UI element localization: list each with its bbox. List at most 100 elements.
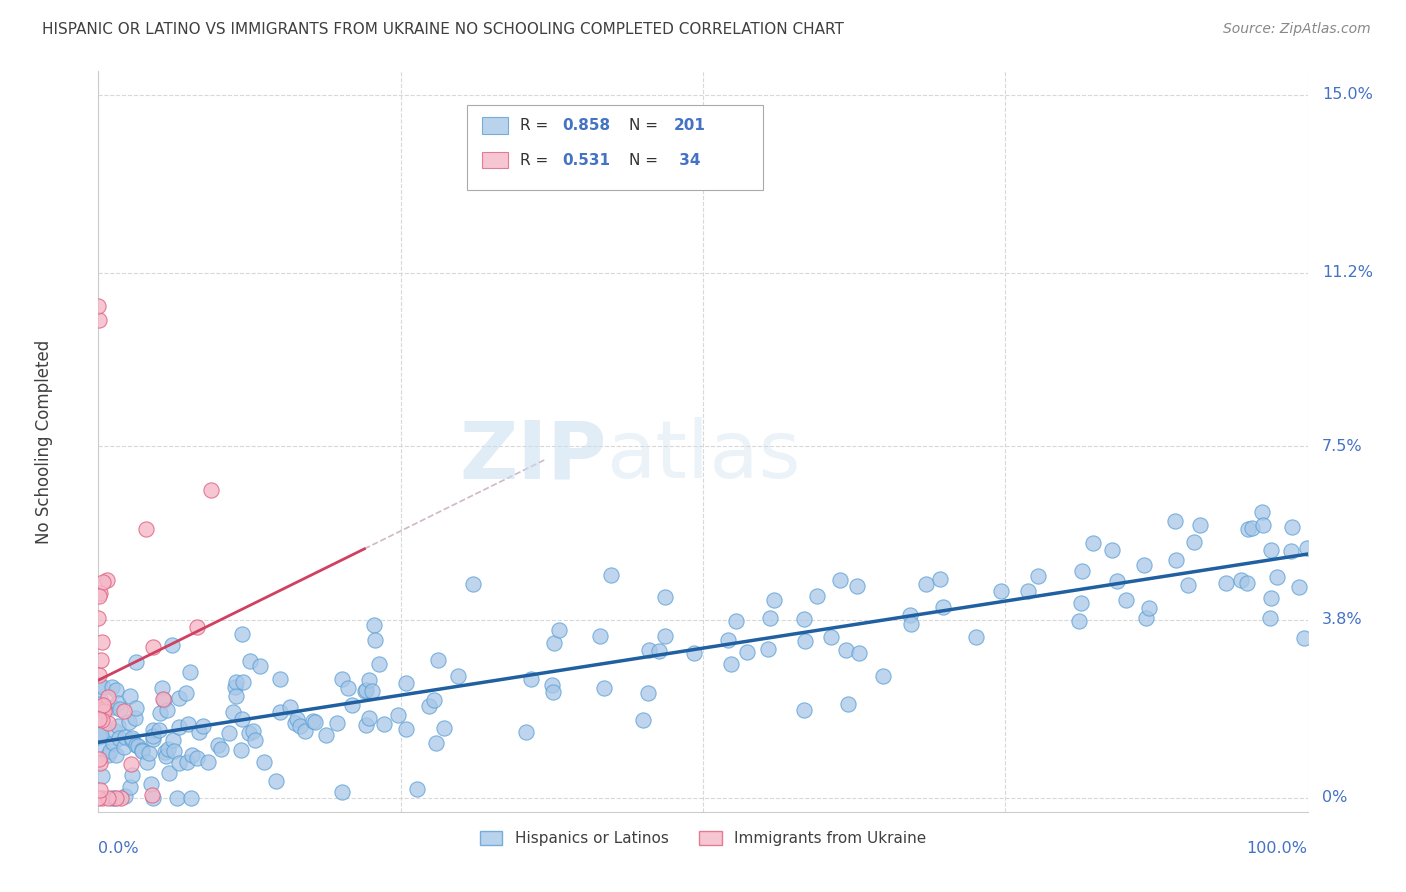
Point (515, 725, 537, 739)
Point (433, 721, 456, 735)
Point (363, 618, 385, 632)
Point (89, 782, 111, 797)
Point (207, 739, 229, 753)
Point (97, 747, 120, 762)
Point (91, 575, 114, 590)
Text: R =: R = (520, 118, 554, 133)
Text: 100.0%: 100.0% (1247, 841, 1308, 856)
Point (152, 692, 174, 706)
Point (654, 629, 676, 643)
Point (315, 728, 337, 742)
Point (89, 586, 111, 600)
Point (155, 702, 177, 716)
Point (368, 657, 391, 672)
Point (180, 790, 202, 805)
Point (294, 724, 316, 739)
Point (1115, 592, 1137, 607)
Point (1260, 611, 1282, 625)
Text: Source: ZipAtlas.com: Source: ZipAtlas.com (1223, 22, 1371, 37)
Point (121, 731, 143, 746)
Point (142, 790, 165, 805)
Point (353, 684, 375, 698)
Point (148, 723, 170, 737)
Point (762, 592, 785, 607)
Point (218, 726, 240, 740)
Point (278, 699, 301, 714)
Point (1265, 570, 1288, 584)
Point (461, 577, 484, 591)
Point (1250, 505, 1272, 519)
Point (224, 680, 246, 694)
Point (87, 730, 110, 744)
Point (97, 715, 120, 730)
Point (637, 686, 659, 700)
Point (900, 607, 922, 622)
Point (107, 696, 129, 710)
Point (90, 727, 112, 741)
Point (835, 642, 858, 657)
Text: R =: R = (520, 153, 554, 168)
Bar (482, 152, 509, 169)
Point (103, 724, 125, 739)
Point (93, 704, 115, 718)
Point (1292, 631, 1315, 645)
Point (141, 788, 163, 802)
Point (120, 689, 142, 703)
Point (302, 714, 325, 729)
Point (1288, 580, 1310, 594)
Point (114, 730, 136, 744)
Point (186, 750, 208, 764)
Point (1105, 574, 1128, 588)
Text: 3.8%: 3.8% (1322, 612, 1362, 627)
Point (340, 698, 363, 712)
Point (1067, 614, 1090, 628)
Point (304, 714, 326, 729)
Point (209, 742, 232, 756)
Point (90, 713, 112, 727)
Point (87, 589, 110, 603)
Point (162, 733, 184, 747)
Point (87, 678, 110, 692)
Point (915, 576, 938, 591)
Point (285, 712, 308, 726)
Point (93, 698, 115, 713)
Point (150, 681, 173, 695)
Point (120, 756, 142, 771)
Point (105, 683, 128, 698)
Point (142, 729, 165, 743)
Point (98, 744, 121, 758)
Point (720, 657, 742, 672)
Point (114, 789, 136, 803)
Point (354, 682, 377, 697)
Point (252, 755, 274, 769)
Point (239, 654, 262, 668)
Point (155, 749, 177, 764)
Point (269, 705, 291, 719)
Point (101, 680, 124, 694)
Point (107, 719, 129, 733)
Point (104, 748, 127, 763)
Point (142, 640, 165, 654)
Point (160, 638, 183, 652)
Point (91, 769, 114, 783)
Point (87, 752, 110, 766)
Point (735, 645, 758, 659)
Point (990, 584, 1012, 599)
Point (96, 574, 118, 588)
Point (1133, 558, 1156, 573)
Point (1182, 535, 1205, 549)
Point (131, 744, 153, 758)
Point (793, 703, 815, 717)
Point (87, 299, 110, 313)
Text: ZIP: ZIP (458, 417, 606, 495)
Point (631, 713, 654, 727)
Point (167, 720, 190, 734)
Point (540, 678, 562, 692)
Point (1236, 576, 1258, 591)
Point (1215, 575, 1237, 590)
Point (125, 738, 148, 752)
Text: N =: N = (630, 153, 664, 168)
Point (101, 700, 124, 714)
Point (600, 568, 623, 582)
Point (269, 672, 291, 686)
